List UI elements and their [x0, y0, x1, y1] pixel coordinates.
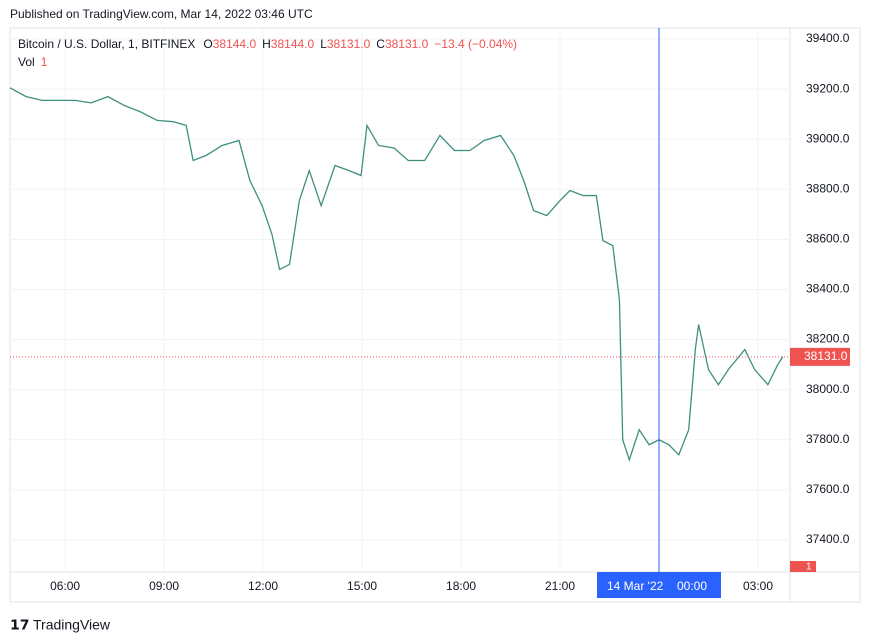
- y-tick-label: 38600.0: [806, 232, 850, 246]
- crosshair-time: 00:00: [677, 579, 707, 593]
- logo: 𝟭𝟳: [10, 617, 29, 633]
- change: −13.4 (−0.04%): [434, 37, 517, 51]
- x-tick-label: 15:00: [347, 579, 377, 593]
- volume-box: [790, 561, 816, 572]
- header: Published on TradingView.com, Mar 14, 20…: [10, 7, 313, 21]
- ohlc-value: 38144.0: [271, 37, 315, 51]
- y-tick-label: 37400.0: [806, 532, 850, 546]
- x-tick-label: 06:00: [50, 579, 80, 593]
- ohlc-key: H: [262, 37, 271, 51]
- y-tick-label: 38800.0: [806, 181, 850, 195]
- ohlc-value: 38144.0: [213, 37, 257, 51]
- volume-axis-label: 1: [806, 562, 812, 573]
- x-tick-label: 12:00: [248, 579, 278, 593]
- chart-frame: [9, 27, 861, 603]
- y-tick-label: 38200.0: [806, 332, 850, 346]
- ohlc-value: 38131.0: [327, 37, 371, 51]
- x-tick-label: 09:00: [149, 579, 179, 593]
- volume-value: 1: [41, 55, 48, 69]
- y-tick-label: 38400.0: [806, 282, 850, 296]
- last-price-label: 38131.0: [804, 349, 848, 363]
- y-tick-label: 37800.0: [806, 432, 850, 446]
- x-tick-label: 03:00: [743, 579, 773, 593]
- x-tick-label: 21:00: [545, 579, 575, 593]
- y-tick-label: 39400.0: [806, 31, 850, 45]
- y-tick-label: 38000.0: [806, 382, 850, 396]
- price-line: [9, 87, 784, 462]
- ohlc-key: O: [203, 37, 212, 51]
- footer: TradingView: [33, 617, 111, 633]
- last-price-box: [790, 347, 850, 366]
- ohlc-key: C: [376, 37, 385, 51]
- symbol: Bitcoin / U.S. Dollar, 1, BITFINEX: [18, 37, 195, 51]
- y-tick-label: 39000.0: [806, 131, 850, 145]
- crosshair-date: 14 Mar '22: [607, 579, 664, 593]
- volume-legend: Vol 1: [18, 55, 48, 69]
- volume-name: Vol: [18, 55, 35, 69]
- ohlc-key: L: [320, 37, 327, 51]
- y-tick-label: 39200.0: [806, 81, 850, 95]
- crosshair-box: [597, 572, 722, 598]
- ohlc-value: 38131.0: [385, 37, 429, 51]
- y-tick-label: 37600.0: [806, 482, 850, 496]
- legend: Bitcoin / U.S. Dollar, 1, BITFINEX O38144…: [18, 37, 517, 51]
- x-tick-label: 18:00: [446, 579, 476, 593]
